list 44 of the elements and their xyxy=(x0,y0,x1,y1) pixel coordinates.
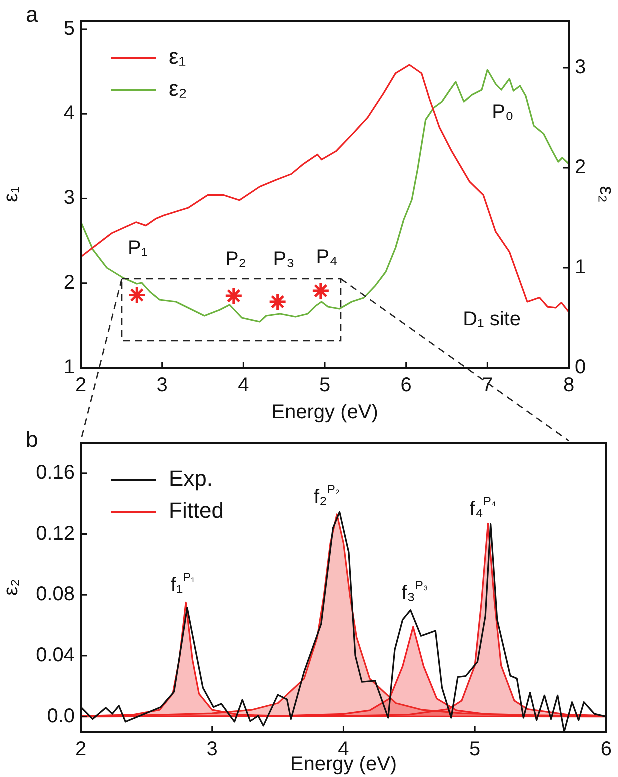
point xyxy=(224,286,244,306)
text: b xyxy=(26,427,38,452)
legend-label: ε₂ xyxy=(169,76,188,102)
legend-label: ε₁ xyxy=(169,44,186,70)
y-tick-label: 0.12 xyxy=(36,522,75,545)
x-tick-label: 5 xyxy=(319,374,331,397)
point xyxy=(128,286,146,304)
y-tick-label: 3 xyxy=(64,187,75,210)
annotation: P₀ xyxy=(492,102,514,124)
y2-axis-title: ε₂ xyxy=(595,186,618,203)
x-tick-label: 6 xyxy=(600,738,612,761)
x-tick-label: 3 xyxy=(156,374,168,397)
y2-tick-label: 2 xyxy=(575,156,586,179)
x-tick-label: 6 xyxy=(400,374,412,397)
x-tick-label: 4 xyxy=(338,738,350,761)
y-axis-title: ε₂ xyxy=(0,579,23,596)
annotation: P₄ xyxy=(316,246,338,269)
y-tick-label: 5 xyxy=(64,18,75,40)
y2-tick-label: 3 xyxy=(575,56,586,79)
x-axis-title: Energy (eV) xyxy=(272,402,378,424)
x-tick-label: 3 xyxy=(206,738,218,761)
point xyxy=(268,292,288,312)
y-tick-label: 1 xyxy=(64,356,75,379)
x-tick-label: 4 xyxy=(238,374,250,397)
legend-label: Fitted xyxy=(169,498,224,524)
y2-tick-label: 0 xyxy=(575,356,586,379)
legend-label: Exp. xyxy=(169,466,214,492)
y-tick-label: 0.04 xyxy=(36,644,75,666)
y2-tick-label: 1 xyxy=(575,256,586,279)
point xyxy=(312,282,330,300)
annotation: P₃ xyxy=(273,248,295,271)
y-tick-label: 0.16 xyxy=(36,462,75,484)
y-axis-title: ε₁ xyxy=(0,186,23,202)
annotation: D₁ site xyxy=(463,308,521,331)
y-tick-label: 4 xyxy=(64,102,75,125)
x-tick-label: 5 xyxy=(470,738,481,761)
x-tick-label: 8 xyxy=(563,374,575,397)
y-tick-label: 0.08 xyxy=(36,584,75,606)
y-tick-label: 2 xyxy=(64,272,75,294)
text: a xyxy=(26,2,39,28)
annotation: P₂ xyxy=(225,248,247,271)
x-tick-label: 7 xyxy=(482,374,494,397)
annotation: P₁ xyxy=(128,238,148,260)
y-tick-label: 0.0 xyxy=(47,705,75,728)
